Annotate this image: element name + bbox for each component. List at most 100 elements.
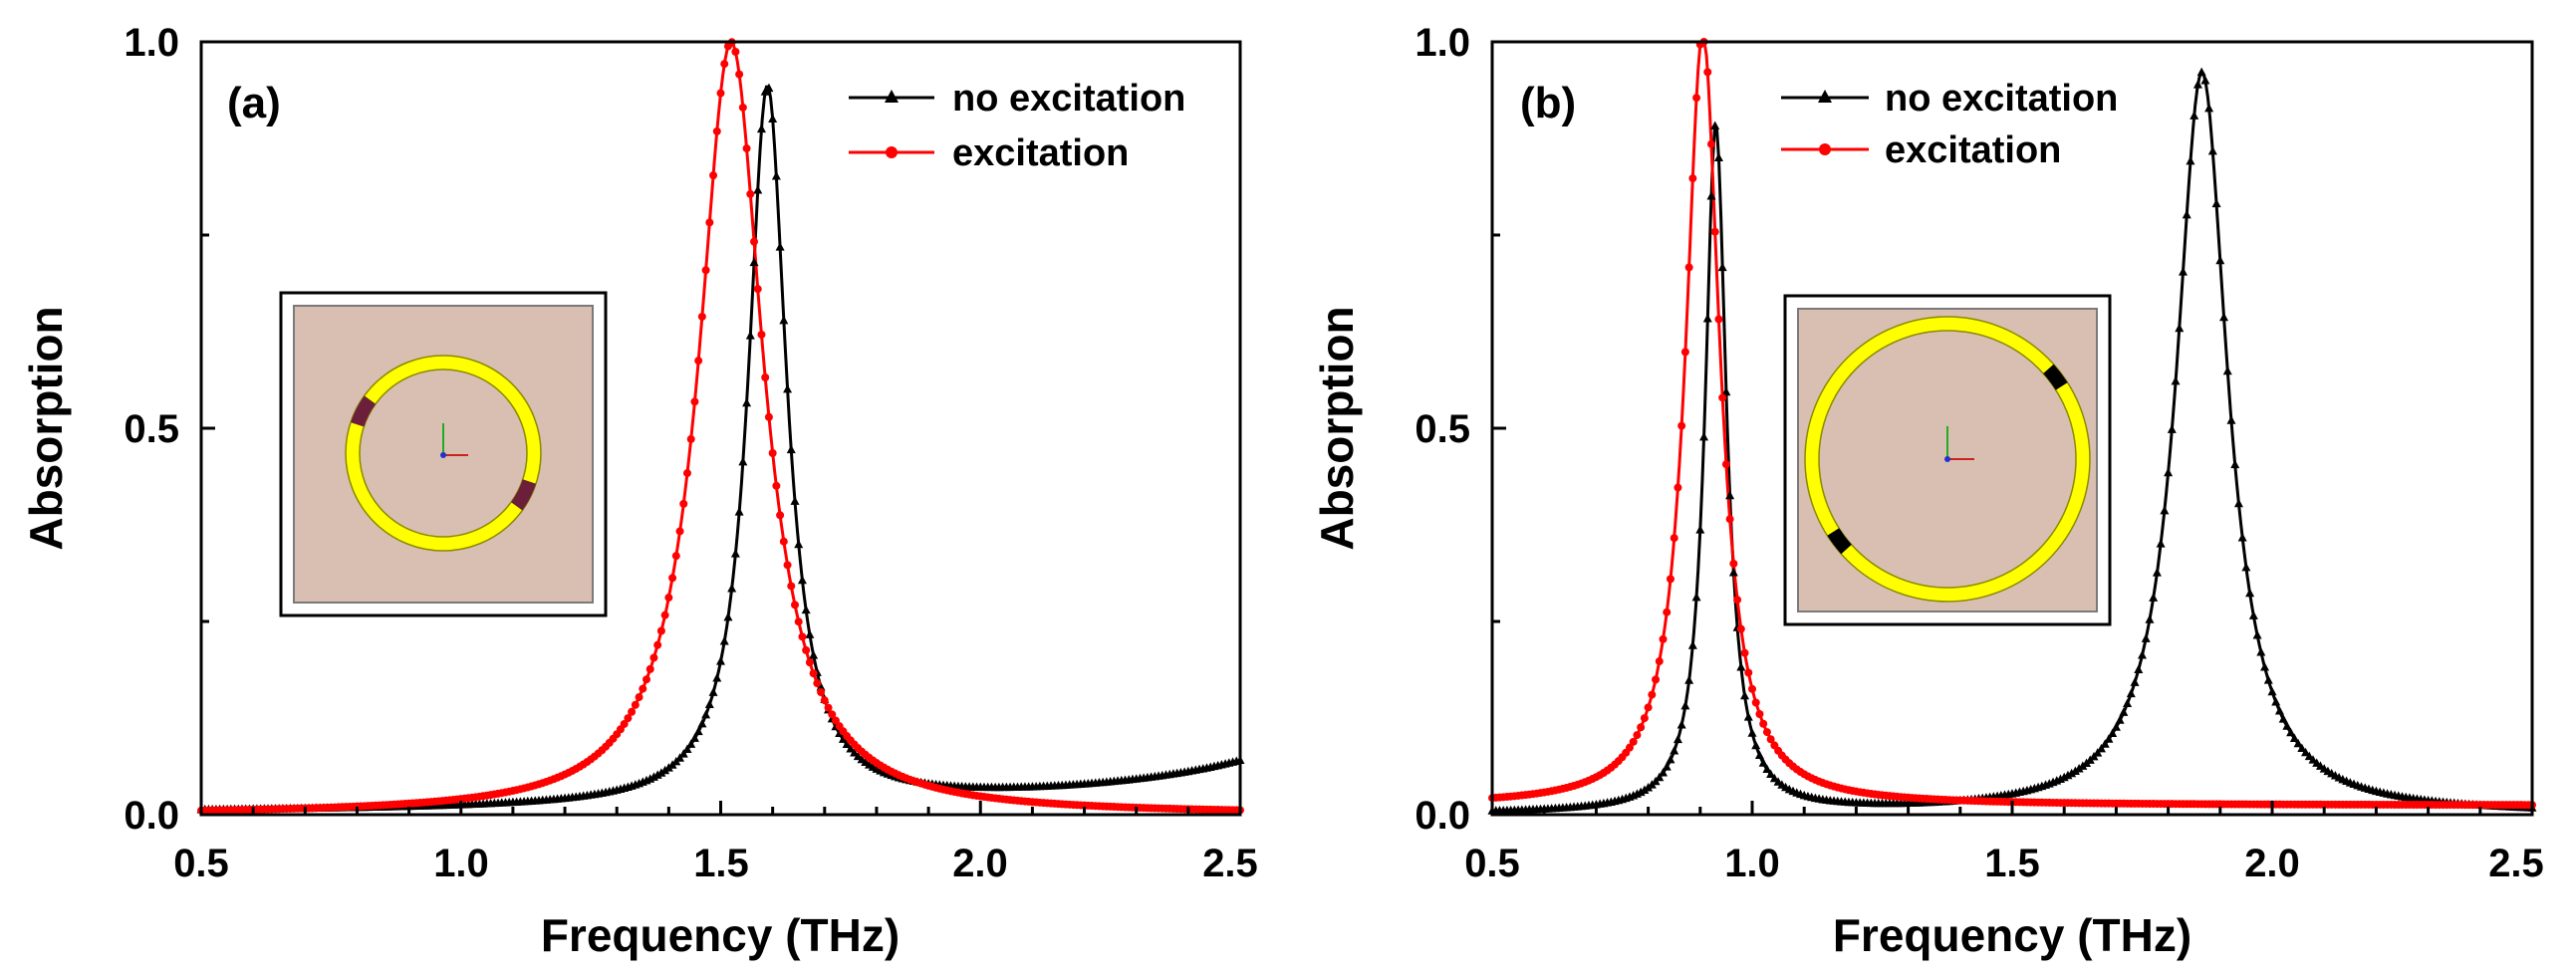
data-point-no-excitation	[712, 673, 722, 682]
data-point-no-excitation	[2301, 747, 2311, 757]
data-point-no-excitation	[1721, 386, 1731, 396]
split-ring-outline-icon	[345, 355, 542, 552]
data-point-excitation	[750, 237, 759, 246]
data-point-excitation	[712, 126, 721, 135]
data-point-excitation	[1744, 668, 1753, 677]
data-point-excitation	[1655, 657, 1664, 666]
data-point-no-excitation	[2070, 766, 2080, 775]
data-point-no-excitation	[1725, 490, 1735, 500]
data-point-no-excitation	[2164, 467, 2174, 477]
legend-circle-icon	[886, 146, 898, 158]
panel-b-y-tick-label: 0.0	[1415, 794, 1470, 838]
data-point-no-excitation	[1758, 758, 1768, 767]
data-point-excitation	[753, 285, 762, 294]
data-point-excitation	[645, 664, 654, 673]
data-point-excitation	[768, 449, 777, 458]
data-point-excitation	[1736, 624, 1745, 633]
data-point-no-excitation	[2145, 614, 2155, 623]
data-point-no-excitation	[749, 257, 759, 267]
data-point-no-excitation	[1762, 764, 1772, 773]
data-point-no-excitation	[1710, 121, 1720, 130]
data-point-no-excitation	[656, 768, 666, 777]
data-point-no-excitation	[764, 83, 774, 93]
data-point-no-excitation	[738, 456, 748, 466]
data-point-no-excitation	[2100, 739, 2110, 748]
data-point-no-excitation	[805, 629, 815, 638]
data-point-excitation	[1680, 348, 1689, 357]
data-point-no-excitation	[2196, 67, 2206, 77]
data-point-no-excitation	[838, 734, 848, 743]
panel-a-markers	[196, 38, 1245, 815]
split-ring-icon	[1805, 317, 2090, 602]
panel-a-tick-labels: 0.0 0.5 1.0 0.5 1.0 1.5 2.0 2.5	[124, 21, 1257, 885]
panel-a-x-tick-label: 0.5	[173, 842, 229, 885]
data-point-no-excitation	[1706, 191, 1716, 200]
data-point-no-excitation	[2267, 686, 2277, 696]
data-point-no-excitation	[2156, 539, 2166, 548]
data-point-excitation	[1637, 723, 1646, 732]
data-point-no-excitation	[730, 549, 740, 558]
data-point-excitation	[1714, 315, 1723, 324]
data-point-excitation	[779, 537, 788, 546]
data-point-excitation	[668, 574, 677, 583]
panel-b-y-tick-label: 0.5	[1415, 407, 1470, 451]
data-point-excitation	[1766, 735, 1775, 744]
split-ring-inner-outline-icon	[359, 368, 528, 538]
data-point-no-excitation	[745, 331, 755, 340]
data-point-excitation	[805, 658, 814, 667]
data-point-no-excitation	[1728, 567, 1738, 577]
panel-b-tick-labels: 0.0 0.5 1.0 0.5 1.0 1.5 2.0 2.5	[1415, 21, 2543, 885]
data-point-no-excitation	[1717, 262, 1727, 272]
data-point-no-excitation	[2123, 698, 2133, 708]
data-point-no-excitation	[2149, 593, 2159, 602]
data-point-excitation	[675, 527, 684, 536]
data-point-no-excitation	[1662, 762, 1672, 771]
data-point-excitation	[798, 632, 807, 641]
data-point-no-excitation	[1659, 767, 1669, 777]
data-point-excitation	[649, 653, 658, 662]
data-point-excitation	[802, 645, 811, 654]
data-point-excitation	[653, 640, 662, 649]
data-point-excitation	[690, 397, 699, 406]
data-point-excitation	[1648, 690, 1657, 699]
data-point-no-excitation	[2115, 715, 2125, 724]
legend-label-no-excitation: no excitation	[952, 78, 1185, 120]
data-point-excitation	[720, 60, 729, 69]
data-point-excitation	[1759, 719, 1768, 728]
data-point-no-excitation	[794, 539, 804, 549]
data-point-excitation	[761, 373, 770, 382]
data-point-excitation	[809, 669, 818, 678]
data-point-no-excitation	[1676, 720, 1686, 729]
data-point-no-excitation	[723, 611, 733, 621]
data-point-no-excitation	[2211, 198, 2221, 208]
data-point-excitation	[701, 266, 710, 275]
data-point-excitation	[1751, 698, 1760, 707]
data-point-no-excitation	[719, 636, 729, 645]
data-point-excitation	[813, 679, 822, 688]
legend-label-no-excitation: no excitation	[1885, 78, 2118, 120]
data-point-excitation	[1718, 393, 1727, 402]
panel-b-inset	[1783, 294, 2112, 626]
data-point-excitation	[1688, 174, 1697, 183]
data-point-no-excitation	[742, 397, 752, 407]
data-point-no-excitation	[1687, 640, 1697, 649]
panel-b-x-tick-label: 1.0	[1724, 842, 1780, 885]
data-point-no-excitation	[1640, 785, 1650, 794]
data-point-excitation	[746, 189, 755, 198]
panel-a-y-axis-title: Absorption	[20, 306, 72, 550]
panel-a-x-tick-label: 2.0	[952, 842, 1008, 885]
data-point-excitation	[682, 469, 691, 478]
data-point-no-excitation	[2141, 633, 2151, 642]
data-point-no-excitation	[2138, 649, 2147, 659]
data-point-excitation	[1710, 227, 1719, 236]
data-point-no-excitation	[786, 444, 796, 454]
data-point-no-excitation	[2126, 688, 2136, 698]
panel-a-x-tick-label: 1.5	[693, 842, 749, 885]
panel-b-y-tick-label: 1.0	[1415, 21, 1470, 65]
data-point-excitation	[635, 693, 644, 702]
data-point-no-excitation	[2286, 727, 2296, 737]
split-ring-icon	[346, 356, 541, 551]
panel-b-y-axis-title: Absorption	[1311, 306, 1363, 550]
data-point-no-excitation	[678, 749, 688, 758]
panel-a-x-tick-label: 1.0	[433, 842, 489, 885]
